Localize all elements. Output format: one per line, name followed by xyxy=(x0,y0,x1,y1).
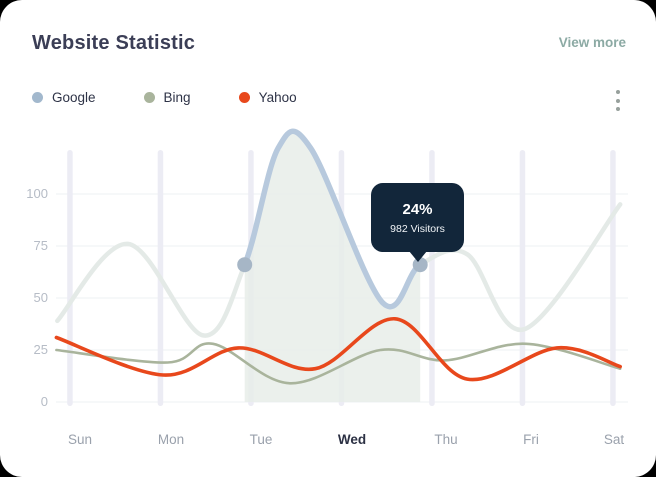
kebab-menu-icon[interactable] xyxy=(610,88,626,113)
google-legend-dot-icon xyxy=(32,92,43,103)
y-tick-0: 0 xyxy=(41,394,48,409)
x-tick-sat: Sat xyxy=(604,432,625,447)
card-header: Website Statistic View more xyxy=(32,32,626,55)
bing-legend-dot-icon xyxy=(143,92,155,103)
x-tick-thu: Thu xyxy=(434,432,457,447)
legend-label-bing: Bing xyxy=(163,90,191,105)
bing-line xyxy=(55,342,622,385)
x-tick-tue: Tue xyxy=(250,432,273,447)
highlight-dot-start[interactable] xyxy=(237,257,253,273)
day-bar-sun xyxy=(67,150,73,406)
x-tick-fri: Fri xyxy=(523,432,539,447)
yahoo-legend-dot-icon xyxy=(238,92,250,103)
legend-item-google[interactable]: Google xyxy=(32,90,96,105)
tooltip-percent: 24% xyxy=(402,200,433,218)
tooltip-visitors: 982 Visitors xyxy=(390,222,445,235)
highlight-area xyxy=(244,131,421,402)
yahoo-line xyxy=(54,316,622,382)
y-tick-50: 50 xyxy=(34,290,48,305)
chart-tooltip: 24% 982 Visitors xyxy=(371,183,464,262)
legend-label-yahoo: Yahoo xyxy=(258,90,297,105)
chart-legend: Google Bing Yahoo xyxy=(32,90,297,105)
google-line-highlight xyxy=(241,128,423,310)
x-tick-wed: Wed xyxy=(338,432,366,447)
legend-item-bing[interactable]: Bing xyxy=(143,90,191,105)
y-tick-100: 100 xyxy=(26,186,48,201)
y-tick-25: 25 xyxy=(34,342,48,357)
day-bar-fri xyxy=(519,150,526,406)
tooltip-tail-icon xyxy=(409,251,427,262)
page-title: Website Statistic xyxy=(32,32,196,54)
x-tick-sun: Sun xyxy=(68,432,92,447)
legend-row: Google Bing Yahoo xyxy=(32,90,626,113)
y-tick-75: 75 xyxy=(34,238,48,253)
legend-label-google: Google xyxy=(52,90,96,105)
x-tick-mon: Mon xyxy=(158,432,184,447)
view-more-link[interactable]: View more xyxy=(558,35,626,50)
legend-item-yahoo[interactable]: Yahoo xyxy=(238,90,297,105)
